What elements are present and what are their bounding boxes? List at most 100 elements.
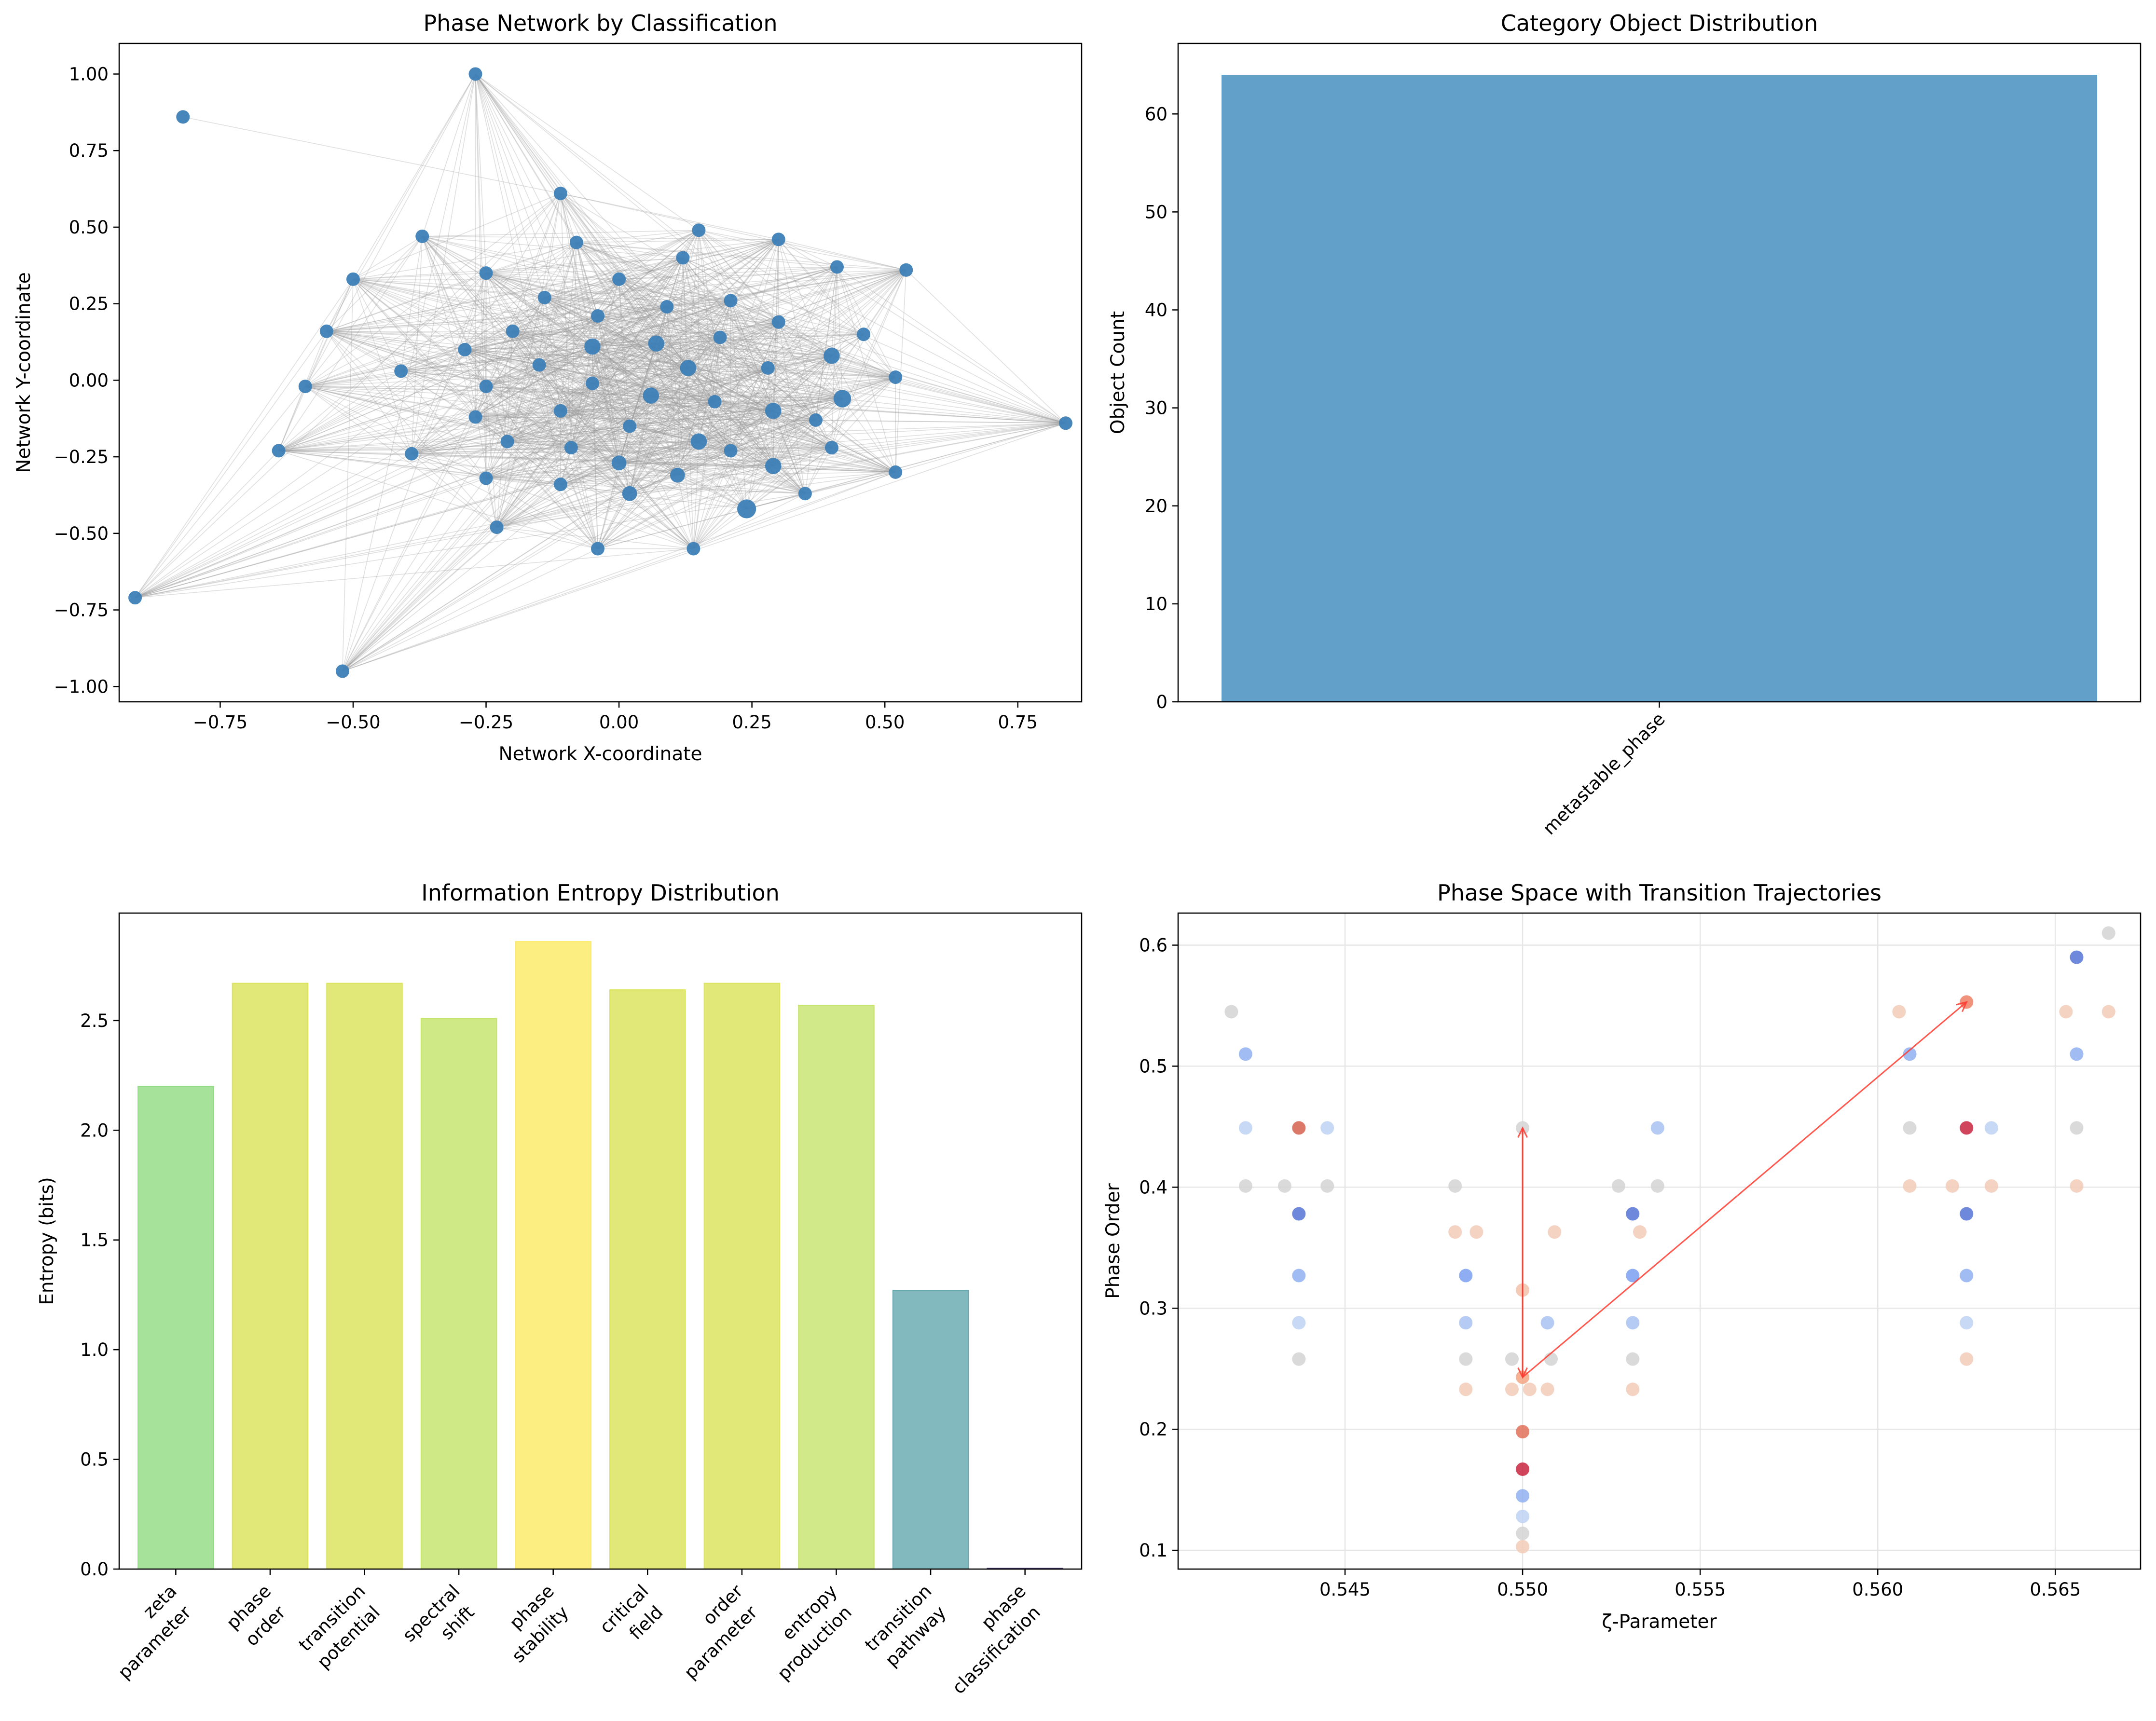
network-edge [619, 447, 832, 464]
network-edge [305, 370, 401, 387]
network-edge [592, 321, 779, 347]
network-edge [592, 306, 667, 384]
network-edge [496, 493, 630, 528]
network-edge [906, 270, 1066, 423]
network-edge [629, 425, 806, 494]
network-edge [544, 266, 838, 298]
phase-point [1626, 1316, 1640, 1330]
network-edge [629, 343, 657, 426]
network-edge [656, 343, 768, 369]
network-edge [651, 355, 832, 396]
network-edge [629, 355, 832, 427]
network-node [692, 223, 706, 237]
network-edge [475, 306, 667, 418]
network-edge [629, 230, 700, 426]
network-edge [597, 315, 630, 426]
network-edge [539, 257, 683, 366]
network-edge [618, 343, 657, 464]
network-edge [135, 368, 688, 598]
bar [703, 983, 781, 1570]
network-edge [629, 447, 832, 494]
network-edge [618, 355, 832, 464]
phase-point [1984, 1179, 1998, 1193]
network-edge [629, 300, 731, 494]
network-edge [699, 423, 1066, 442]
network-edge [539, 343, 657, 366]
chart-title: Category Object Distribution [1501, 10, 1818, 36]
network-edge [560, 193, 906, 271]
network-edge [135, 368, 768, 598]
network-edge [592, 382, 1066, 424]
phase-space-panel: 0.545 0.550 0.555 0.560 0.565 0.1 0.2 0.3 0.4 0.5… [1102, 880, 2142, 1633]
network-edge [400, 370, 508, 442]
network-edge [422, 236, 619, 464]
phase-point [1626, 1382, 1640, 1396]
network-edge [475, 74, 487, 387]
network-edge [485, 273, 630, 494]
network-edge [353, 279, 572, 448]
network-edge [597, 426, 630, 549]
network-node [272, 444, 286, 458]
network-edge [571, 368, 688, 448]
network-edge [778, 266, 838, 323]
network-edge [475, 377, 896, 418]
network-edge [618, 279, 688, 369]
x-tick-label: 0.565 [2030, 1579, 2081, 1600]
network-edge [719, 337, 774, 466]
network-edge [496, 425, 630, 528]
network-edge [597, 315, 779, 323]
phase-point [2101, 926, 2115, 940]
network-edge [401, 368, 688, 372]
network-node [468, 67, 482, 81]
network-edge [842, 398, 896, 473]
network-edge [539, 355, 832, 366]
phase-point [1292, 1269, 1306, 1283]
network-edge [400, 370, 699, 442]
network-edge [496, 368, 769, 528]
network-edge [475, 368, 768, 418]
network-edge [507, 300, 731, 442]
network-edge [496, 383, 593, 528]
network-edge [278, 450, 773, 466]
network-edge [688, 368, 816, 421]
network-edge [278, 447, 571, 451]
network-edge [560, 300, 731, 411]
network-edge [486, 410, 773, 479]
network-edge [486, 315, 598, 387]
network-edge [512, 331, 773, 411]
network-edge [592, 346, 843, 399]
network-edge [326, 331, 497, 528]
network-edge [507, 343, 657, 442]
network-edge [401, 370, 715, 402]
network-edge [831, 355, 896, 473]
network-edge [666, 306, 720, 338]
network-edge [560, 193, 651, 396]
network-edge [485, 365, 540, 478]
network-edge [512, 330, 864, 335]
network-edge [571, 230, 700, 448]
network-edge [486, 447, 572, 479]
network-edge [618, 300, 731, 464]
network-edge [714, 401, 806, 494]
network-edge [571, 447, 896, 473]
network-edge [592, 382, 843, 399]
network-edge [342, 322, 779, 672]
network-edge [326, 236, 423, 332]
network-edge [135, 398, 843, 598]
network-edge [486, 386, 694, 549]
network-node [569, 235, 583, 249]
network-edge [353, 279, 630, 427]
network-edge [677, 337, 721, 476]
network-edge [538, 297, 545, 365]
network-edge [512, 279, 619, 332]
network-node [479, 266, 493, 280]
network-edge [831, 447, 896, 473]
network-edge [560, 401, 715, 485]
network-edge [353, 279, 715, 402]
network-edge [512, 331, 774, 466]
network-edge [597, 315, 816, 421]
network-edge [464, 242, 577, 350]
network-edge [687, 368, 747, 509]
network-edge [778, 322, 896, 378]
network-edge [619, 270, 906, 280]
